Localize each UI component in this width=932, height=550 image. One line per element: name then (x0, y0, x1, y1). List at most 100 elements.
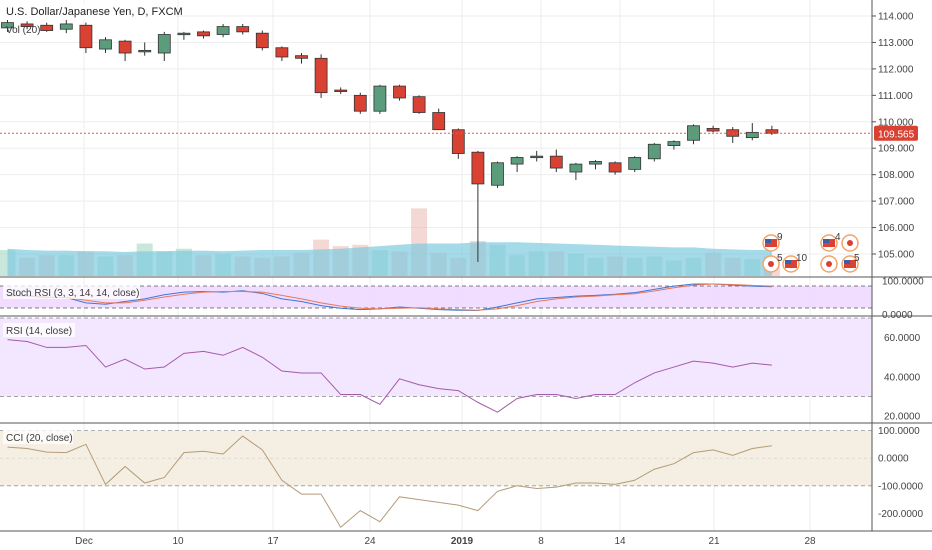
candle-body (157, 34, 171, 54)
time-axis-label: 21 (708, 536, 720, 547)
rsi-band (0, 318, 872, 397)
candle[interactable] (295, 53, 308, 64)
candles[interactable] (1, 19, 779, 262)
candle[interactable] (530, 150, 544, 162)
candle[interactable] (393, 84, 406, 101)
stoch-k-line (7, 283, 772, 311)
time-axis-label: 24 (364, 536, 376, 547)
candle[interactable] (628, 156, 642, 173)
candle[interactable] (491, 161, 504, 188)
candle[interactable] (255, 30, 269, 51)
candle-body (471, 151, 485, 185)
candle[interactable] (510, 156, 524, 173)
price-axis-label: 108.000 (878, 170, 915, 181)
us-flag-event-icon[interactable]: 4 (820, 232, 841, 252)
candle[interactable] (569, 162, 583, 180)
candle-body (373, 85, 387, 112)
candle[interactable] (471, 150, 485, 262)
price-axis-label: 105.000 (878, 250, 915, 261)
candle[interactable] (177, 31, 191, 40)
candle[interactable] (99, 37, 112, 54)
candle-body (79, 24, 93, 49)
candle-body (118, 40, 132, 54)
candle[interactable] (79, 22, 93, 54)
stoch-axis-label: 0.0000 (882, 310, 913, 321)
candle[interactable] (59, 19, 73, 34)
candle-body (608, 162, 622, 173)
us-flag-event-icon[interactable]: 10 (782, 253, 808, 273)
candle[interactable] (40, 22, 54, 32)
candle[interactable] (451, 128, 465, 159)
time-axis[interactable]: Dec 10 17 24 2019 8 14 21 28 (75, 536, 816, 547)
candle[interactable] (412, 95, 426, 114)
candle[interactable] (706, 125, 720, 133)
indicator-backgrounds (0, 0, 932, 532)
price-axis[interactable]: 114.000 113.000 112.000 111.000 110.000 109.0… (872, 12, 924, 520)
rsi-axis-label: 40.0000 (884, 372, 921, 383)
symbol-title[interactable]: U.S. Dollar/Japanese Yen, D, FXCM (6, 6, 183, 18)
last-price-value: 109.565 (878, 129, 915, 140)
cci-axis-label: -200.0000 (878, 509, 923, 520)
jp-flag-event-icon[interactable]: 5 (762, 253, 783, 273)
stoch-rsi-lines (7, 283, 772, 311)
price-axis-label: 112.000 (878, 64, 914, 75)
us-flag-event-icon[interactable]: 9 (762, 232, 783, 252)
candle[interactable] (765, 125, 779, 135)
candle-body (20, 23, 34, 27)
jp-flag-event-icon[interactable] (841, 234, 859, 252)
economic-events[interactable]: 9 5 10 4 5 (762, 232, 860, 273)
rsi-label[interactable]: RSI (14, close) (6, 326, 72, 337)
candle[interactable] (432, 108, 446, 131)
candle[interactable] (353, 92, 367, 114)
grid (0, 0, 872, 530)
jp-flag-event-icon[interactable] (820, 255, 838, 273)
candle[interactable] (138, 42, 152, 56)
candle-body (138, 49, 152, 53)
candle[interactable] (687, 124, 700, 145)
candle[interactable] (1, 19, 14, 32)
candle-body (510, 157, 524, 165)
volume-ma-area (7, 242, 772, 276)
candle[interactable] (197, 30, 210, 39)
time-axis-label: Dec (75, 536, 93, 547)
candle-body (255, 32, 269, 49)
candle-body (412, 96, 426, 113)
stoch-rsi-label[interactable]: Stoch RSI (3, 3, 14, 14, close) (6, 288, 139, 299)
candle-body (197, 31, 210, 37)
candle[interactable] (647, 142, 661, 162)
candle[interactable] (20, 21, 34, 30)
cci-line (7, 435, 772, 529)
candle[interactable] (745, 123, 759, 141)
candle[interactable] (667, 140, 681, 150)
candle[interactable] (216, 23, 230, 38)
candle[interactable] (608, 161, 622, 175)
candle[interactable] (314, 54, 328, 98)
candle[interactable] (373, 84, 387, 114)
cci-band (0, 430, 872, 486)
candle[interactable] (118, 39, 132, 61)
volume-label[interactable]: Vol (20) (6, 25, 40, 36)
price-axis-label: 114.000 (878, 12, 914, 23)
candle[interactable] (334, 87, 348, 95)
price-axis-label: 113.000 (878, 38, 914, 49)
rsi-line (7, 339, 772, 413)
candle[interactable] (549, 149, 563, 173)
cci-label[interactable]: CCI (20, close) (6, 433, 73, 444)
candle-body (628, 157, 642, 170)
candle[interactable] (275, 46, 289, 61)
event-count-badge: 5 (777, 253, 783, 264)
candle[interactable] (157, 31, 171, 61)
rsi-axis-label: 20.0000 (884, 412, 921, 423)
candle-body (314, 57, 328, 94)
rsi-series (7, 339, 772, 413)
us-flag-event-icon[interactable]: 5 (841, 253, 860, 273)
time-axis-label: 10 (172, 536, 184, 547)
candle[interactable] (236, 23, 250, 35)
candle-body (59, 23, 73, 30)
candle[interactable] (726, 127, 740, 143)
chart-header: U.S. Dollar/Japanese Yen, D, FXCM Vol (2… (0, 3, 183, 36)
candle-body (99, 39, 112, 50)
candle[interactable] (589, 160, 602, 170)
candle-body (177, 32, 191, 36)
event-count-badge: 5 (854, 253, 860, 264)
